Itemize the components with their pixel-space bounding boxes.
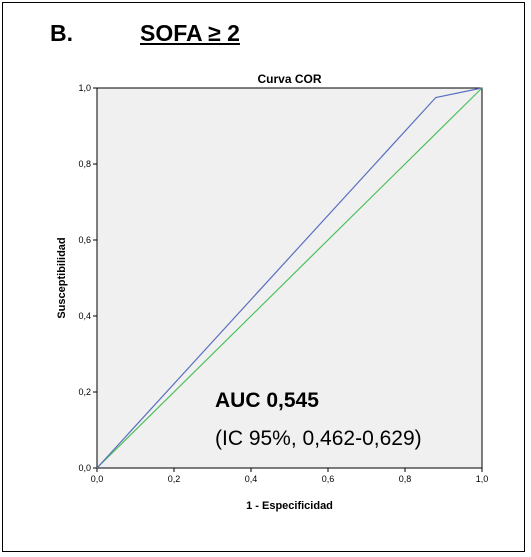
y-tick-label: 0,8 [78, 159, 91, 169]
ci-label: (IC 95%, 0,462-0,629) [215, 427, 422, 450]
x-tick-label: 0,0 [91, 474, 104, 484]
x-tick-label: 0,2 [168, 474, 181, 484]
chart-title: Curva COR [257, 72, 321, 86]
panel-letter: B. [50, 20, 73, 46]
y-tick-label: 1,0 [78, 83, 91, 93]
series-layer [96, 87, 483, 469]
y-axis-title: Susceptibilidad [56, 237, 68, 318]
y-tick-label: 0,6 [78, 235, 91, 245]
reference-diagonal-line [96, 87, 483, 469]
roc-curve-line [96, 87, 483, 469]
figure-frame [2, 2, 525, 552]
y-tick-label: 0,2 [78, 387, 91, 397]
y-tick-label: 0,0 [78, 463, 91, 473]
x-axis-title: 1 - Especificidad [246, 500, 333, 512]
auc-label: AUC 0,545 [215, 389, 319, 412]
ticks-layer: 0,0 0,2 0,4 0,6 0,8 1,0 0,0 0,2 0,4 0,6 0,8 1,0 [78, 83, 488, 484]
x-tick-label: 0,8 [399, 474, 412, 484]
x-tick-label: 0,4 [245, 474, 258, 484]
panel-title: SOFA ≥ 2 [140, 20, 240, 46]
x-tick-label: 1,0 [476, 474, 489, 484]
y-tick-label: 0,4 [78, 311, 91, 321]
x-tick-label: 0,6 [322, 474, 335, 484]
